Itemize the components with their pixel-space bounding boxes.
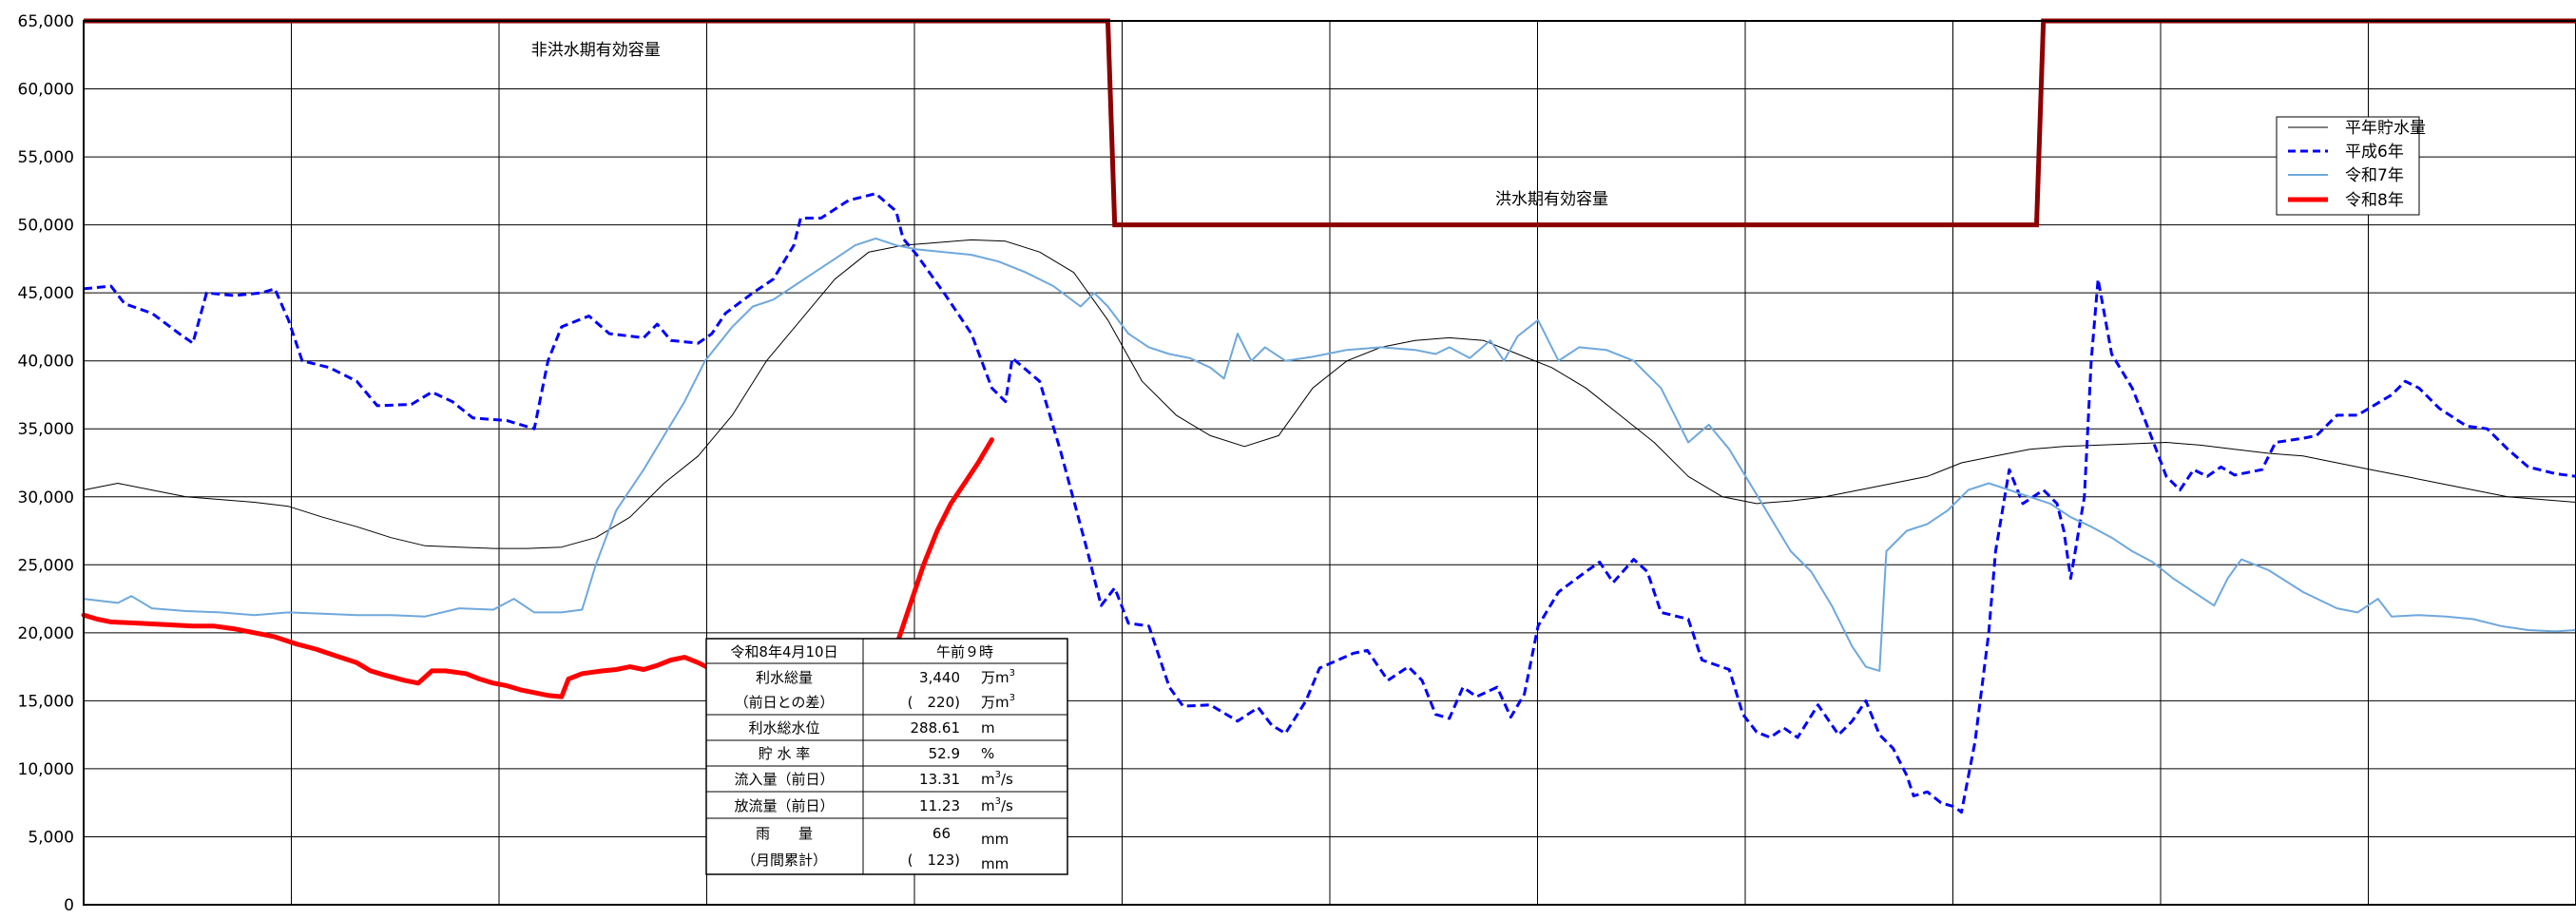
row-label-rain-sub: （月間累計） [741,852,827,869]
y-tick-label: 5,000 [28,828,74,847]
row-value-rate: 52.9 [929,745,960,762]
row-unit-outflow: m3/s [981,796,1013,814]
row-value-storage: 3,440 [919,669,960,686]
annotations: 非洪水期有効容量 洪水期有効容量 [531,41,1608,209]
row-label-diff: （前日との差） [735,694,835,711]
row-unit-level: m [981,719,995,737]
y-tick-label: 20,000 [18,624,74,643]
row-unit-storage: 万m3 [981,668,1015,686]
row-label-rain: 雨 量 [756,825,813,842]
table-time: 午前９時 [936,643,993,661]
row-unit-inflow: m3/s [981,770,1013,788]
y-tick-label: 25,000 [18,556,74,575]
y-tick-label: 35,000 [18,420,74,439]
legend-label-r8: 令和8年 [2345,191,2404,210]
row-unit-rate: % [981,745,994,762]
legend: 平年貯水量 平成6年 令和7年 令和8年 [2276,116,2426,216]
annotation-flood-capacity: 洪水期有効容量 [1495,190,1608,209]
row-unit-rain: mm [981,831,1009,848]
table-date: 令和8年4月10日 [730,643,837,661]
row-value-diff: ( 220) [908,694,960,711]
row-label-inflow: 流入量（前日） [734,771,834,788]
y-axis: 0 5,000 10,000 15,000 20,000 25,000 30,000 35,0… [18,12,74,915]
y-tick-label: 30,000 [18,488,74,507]
row-label-storage: 利水総量 [756,669,813,686]
row-value-rain: 66 [932,825,951,842]
y-tick-label: 0 [64,896,74,915]
y-tick-label: 45,000 [18,284,74,303]
legend-label-heinen: 平年貯水量 [2345,119,2426,138]
legend-label-h6: 平成6年 [2345,143,2404,162]
row-unit-diff: 万m3 [981,693,1015,711]
row-label-rate: 貯 水 率 [759,745,811,762]
legend-label-r7: 令和7年 [2345,166,2404,185]
row-label-level: 利水総水位 [748,719,819,737]
row-value-outflow: 11.23 [919,797,960,814]
row-value-inflow: 13.31 [919,771,960,788]
row-label-outflow: 放流量（前日） [734,797,834,814]
row-unit-rain-sub: mm [981,855,1009,872]
plot-frame [83,20,2576,906]
row-value-level: 288.61 [911,719,961,737]
y-tick-label: 50,000 [18,217,74,236]
annotation-non-flood-capacity: 非洪水期有効容量 [531,41,661,60]
info-table: 令和8年4月10日 午前９時 利水総量 3,440 万m3 （前日との差） ( … [705,638,1068,875]
series-line-0 [83,239,2576,549]
y-tick-label: 55,000 [18,148,74,167]
row-value-rain-sub: ( 123) [908,852,960,869]
series-line-2 [83,237,2576,672]
y-tick-label: 40,000 [18,353,74,372]
y-tick-label: 65,000 [18,12,74,31]
y-tick-label: 10,000 [18,760,74,779]
series-line-1 [83,192,2576,814]
y-tick-label: 60,000 [18,81,74,100]
y-tick-label: 15,000 [18,692,74,711]
